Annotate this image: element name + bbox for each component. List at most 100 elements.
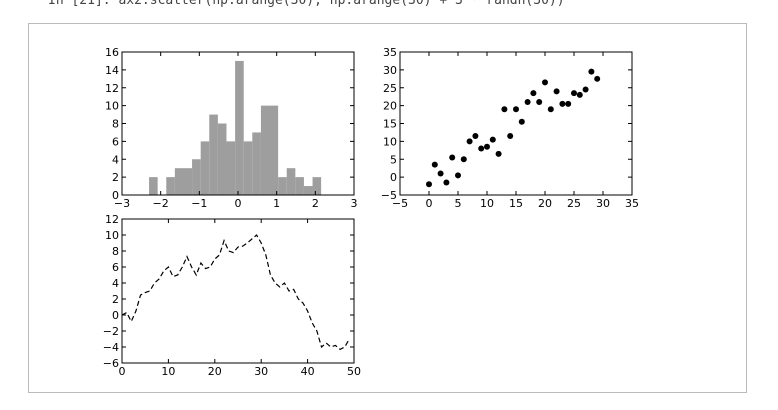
point: [466, 138, 473, 145]
bar: [200, 141, 210, 195]
point: [431, 161, 438, 168]
y-tick-label: 2: [112, 293, 119, 306]
point: [437, 170, 444, 177]
bar: [192, 159, 201, 195]
y-tick-label: 0: [390, 171, 397, 184]
point: [426, 181, 432, 188]
point: [460, 156, 467, 163]
bar: [209, 114, 218, 195]
bar: [235, 60, 244, 195]
x-tick-label: 1: [273, 197, 280, 210]
point: [594, 75, 601, 82]
point: [542, 79, 548, 86]
bar: [252, 132, 261, 195]
y-tick-label: 8: [112, 118, 119, 131]
y-tick-label: −4: [103, 341, 119, 354]
bar: [286, 168, 296, 195]
x-tick-label: −5: [392, 197, 408, 210]
y-tick-label: −2: [103, 325, 119, 338]
point: [443, 179, 450, 186]
y-tick-label: 6: [112, 135, 119, 148]
x-tick-label: 50: [347, 365, 361, 378]
y-tick-label: 20: [383, 100, 397, 113]
bar: [278, 177, 287, 195]
code-line: In [21]: ax2.scatter(np.arange(30), np.a…: [48, 0, 565, 8]
point: [484, 143, 490, 150]
bar: [149, 177, 158, 195]
x-tick-label: 25: [567, 197, 581, 210]
bar: [166, 177, 175, 195]
y-tick-label: 12: [105, 213, 119, 226]
x-tick-label: −2: [153, 197, 169, 210]
bar: [217, 123, 227, 195]
x-tick-label: −1: [191, 197, 207, 210]
point: [478, 145, 485, 152]
x-tick-label: 15: [509, 197, 523, 210]
point: [547, 106, 554, 113]
point: [472, 133, 479, 140]
point: [576, 91, 583, 98]
y-tick-label: 2: [112, 171, 119, 184]
x-tick-label: −3: [114, 197, 130, 210]
x-tick-label: 5: [455, 197, 462, 210]
point: [518, 118, 525, 125]
bar: [226, 141, 236, 195]
y-tick-label: 4: [112, 277, 119, 290]
point: [489, 136, 496, 143]
x-tick-label: 20: [208, 365, 222, 378]
point: [507, 133, 514, 140]
figure-frame: [28, 23, 747, 393]
bar: [260, 105, 270, 195]
point: [536, 99, 543, 106]
y-tick-label: 10: [383, 135, 397, 148]
y-tick-label: 30: [383, 64, 397, 77]
bar: [295, 177, 304, 195]
point: [513, 106, 519, 113]
x-tick-label: 2: [312, 197, 319, 210]
y-tick-label: 35: [383, 46, 397, 59]
y-tick-label: −5: [381, 189, 397, 202]
y-tick-label: 4: [112, 153, 119, 166]
x-tick-label: 0: [235, 197, 242, 210]
bar: [312, 177, 322, 195]
point: [565, 100, 572, 107]
x-tick-label: 10: [161, 365, 175, 378]
point: [455, 172, 461, 179]
bar: [303, 186, 313, 195]
x-tick-label: 30: [254, 365, 268, 378]
y-tick-label: 12: [105, 82, 119, 95]
point: [553, 88, 560, 95]
y-tick-label: 10: [105, 229, 119, 242]
y-tick-label: 5: [390, 153, 397, 166]
x-tick-label: 0: [119, 365, 126, 378]
x-tick-label: 3: [351, 197, 358, 210]
line: [121, 234, 350, 351]
x-tick-label: 40: [301, 365, 315, 378]
bar: [174, 168, 184, 195]
axes-frame: [121, 218, 355, 364]
y-tick-label: 10: [105, 100, 119, 113]
point: [449, 154, 456, 161]
bar: [269, 105, 279, 195]
point: [495, 150, 502, 157]
point: [530, 90, 537, 97]
x-tick-label: 0: [426, 197, 433, 210]
x-tick-label: 30: [596, 197, 610, 210]
y-tick-label: −6: [103, 357, 119, 370]
x-tick-label: 20: [538, 197, 552, 210]
point: [524, 99, 531, 106]
bar: [183, 168, 193, 195]
y-tick-label: 14: [105, 64, 119, 77]
y-tick-label: 16: [105, 46, 119, 59]
y-tick-label: 0: [112, 309, 119, 322]
y-tick-label: 6: [112, 261, 119, 274]
x-tick-label: 35: [625, 197, 639, 210]
point: [559, 100, 566, 107]
y-tick-label: 25: [383, 82, 397, 95]
y-tick-label: 0: [112, 189, 119, 202]
x-tick-label: 10: [480, 197, 494, 210]
point: [582, 86, 589, 93]
y-tick-label: 15: [383, 118, 397, 131]
point: [501, 106, 508, 113]
